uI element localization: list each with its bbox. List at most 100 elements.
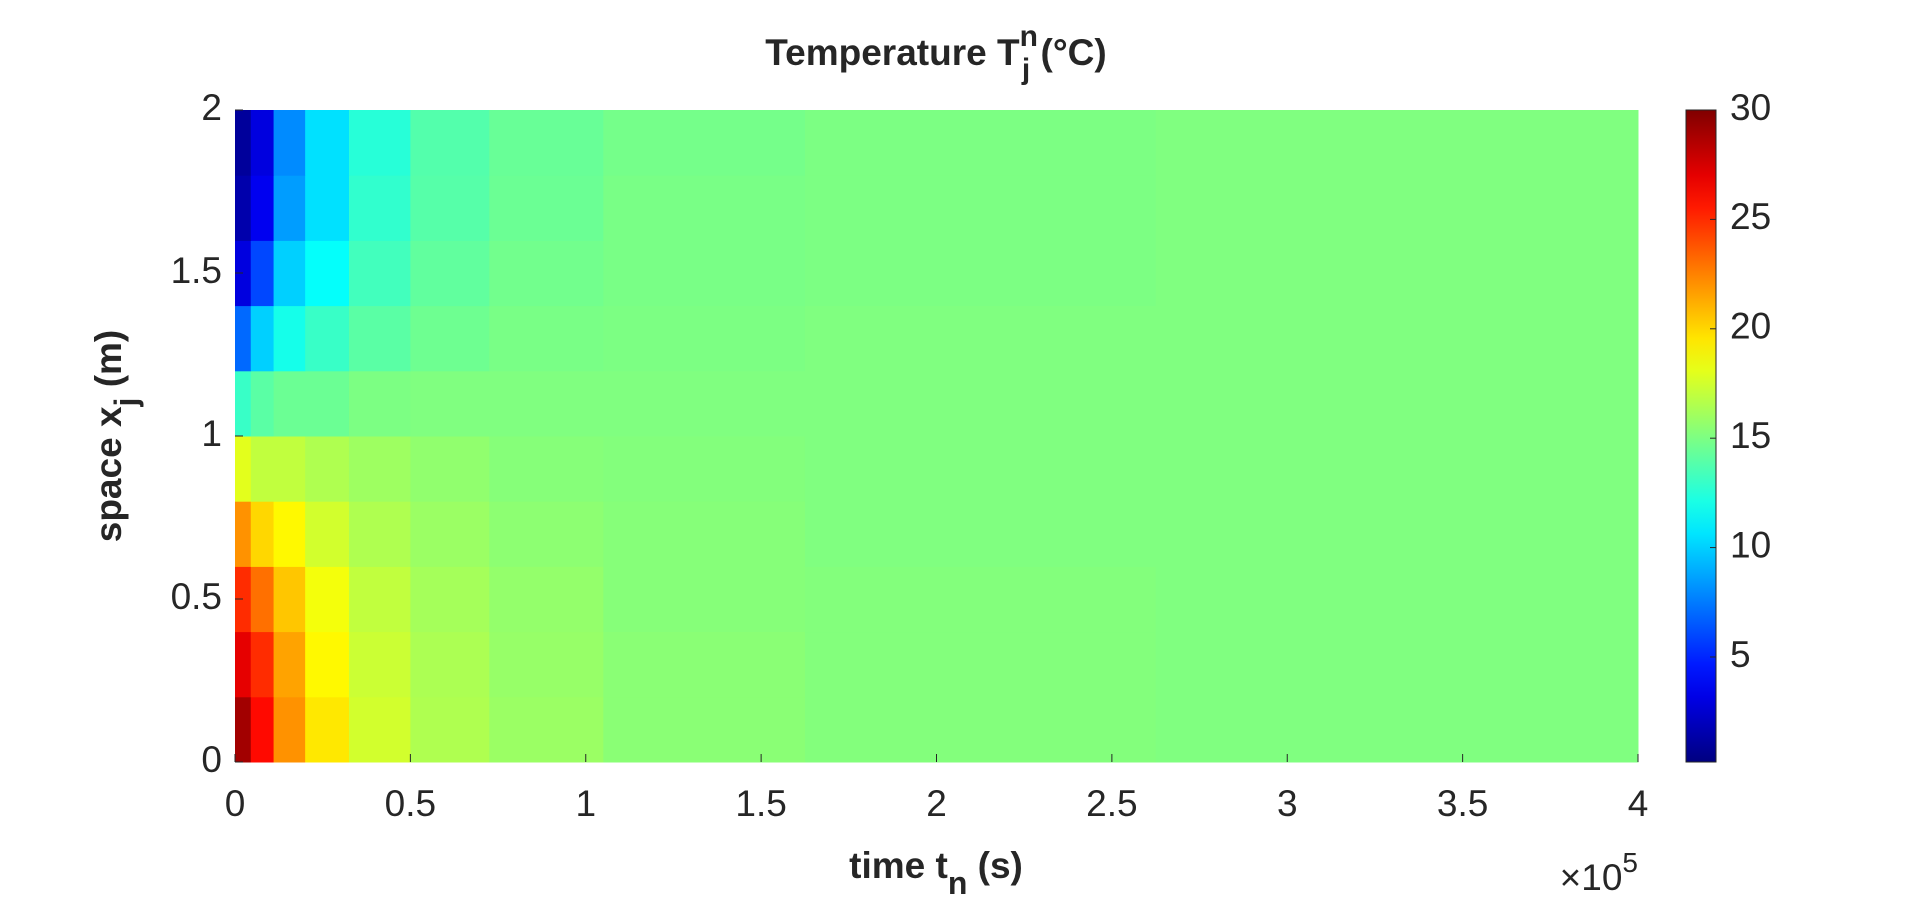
cell [410,696,490,763]
cell [1155,631,1639,698]
cell [305,240,350,307]
cell [1155,240,1639,307]
cell [804,566,1157,633]
cell [273,436,306,502]
cell [603,696,806,763]
cell [305,566,350,633]
y-tick-label: 0.5 [171,576,222,617]
cell [410,501,490,567]
cell [804,110,1157,176]
colorbar-tick-label: 25 [1730,196,1771,237]
cell [1155,436,1639,502]
cell [1155,566,1639,633]
y-label-sub: j [108,398,144,408]
x-tick-label: 1 [575,783,596,824]
y-tick-label: 1.5 [171,250,222,291]
cell [410,240,490,307]
title-sup: n [1020,20,1038,53]
cell [489,110,604,176]
cell [305,436,350,502]
cell [305,305,350,372]
cell [250,631,275,698]
cell [305,110,350,176]
cell [348,631,411,698]
y-axis-label: space xj (m) [88,330,145,543]
cell [250,436,275,502]
cell [489,305,604,372]
cell [804,436,1157,502]
cell [603,501,806,567]
title-tail: (°C) [1030,32,1106,73]
colorbar-tick-label: 5 [1730,634,1751,675]
cell [489,566,604,633]
y-label-text: space x [88,406,129,542]
cell [235,240,252,307]
cell [804,175,1157,241]
cell [410,110,490,176]
cell [603,566,806,633]
y-label-tail: (m) [88,330,129,398]
cell [410,305,490,372]
multiplier-power: 5 [1622,847,1638,878]
x-label-tail: (s) [967,845,1023,886]
cell [410,175,490,241]
x-axis-label: time tn (s) [849,845,1023,902]
cell [348,240,411,307]
x-tick-label: 4 [1628,783,1649,824]
cell [1155,175,1639,241]
cell [305,175,350,241]
x-multiplier: ×105 [1560,847,1638,898]
cell [235,631,252,698]
cell [410,370,490,437]
cell [250,370,275,437]
cell [489,175,604,241]
cell [235,175,252,241]
cell [489,631,604,698]
cell [348,370,411,437]
cell [250,696,275,763]
cell [348,305,411,372]
y-tick-label: 0 [201,739,222,780]
colorbar-tick-label: 10 [1730,524,1771,565]
cell [1155,110,1639,176]
cell [273,110,306,176]
cell [235,501,252,567]
cell [273,370,306,437]
x-tick-label: 3 [1277,783,1298,824]
cell [305,696,350,763]
cell [250,240,275,307]
cell [410,566,490,633]
cell [603,436,806,502]
chart-title: Temperature Tn j (°C) [765,20,1106,86]
cell [489,501,604,567]
cell [305,501,350,567]
x-tick-label: 0 [225,783,246,824]
cell [273,240,306,307]
x-tick-label: 2 [926,783,947,824]
heatmap [235,110,1639,763]
cell [305,370,350,437]
cell [348,110,411,176]
cell [273,305,306,372]
cell [489,240,604,307]
colorbar-tick-label: 20 [1730,306,1771,347]
cell [348,436,411,502]
cell [348,175,411,241]
cell [250,501,275,567]
cell [235,370,252,437]
x-tick-label: 3.5 [1437,783,1488,824]
cell [603,305,806,372]
cell [250,305,275,372]
cell [603,110,806,176]
cell [273,566,306,633]
x-tick-label: 2.5 [1086,783,1137,824]
cell [235,696,252,763]
cell [603,631,806,698]
cell [273,175,306,241]
multiplier-base: ×10 [1560,857,1623,898]
title-text: Temperature T [765,32,1020,73]
y-tick-label: 2 [201,87,222,128]
cell [235,436,252,502]
